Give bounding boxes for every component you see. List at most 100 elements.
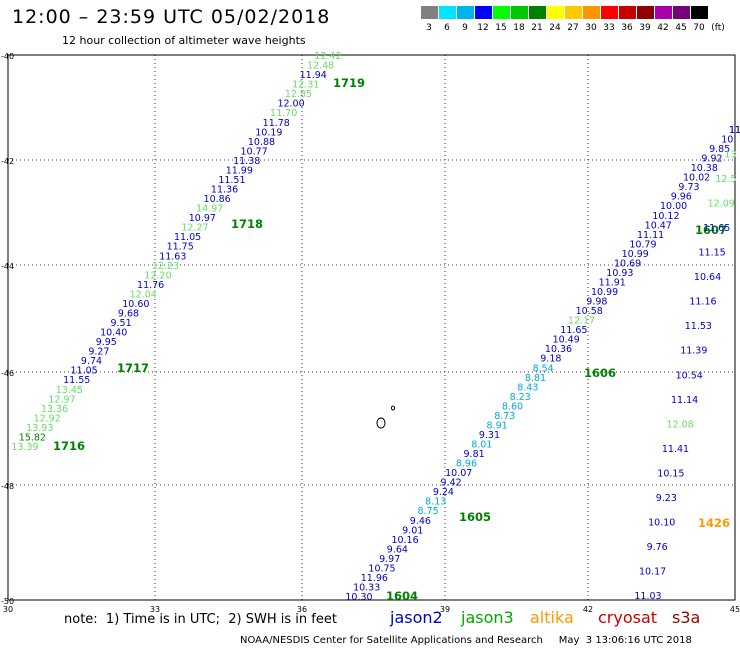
track2-time-label: 1607 xyxy=(695,223,727,237)
y-tick-label: -44 xyxy=(1,262,14,271)
track1-swh-label: 11.99 xyxy=(226,165,253,176)
track1-swh-label: 13.39 xyxy=(11,442,38,453)
track2-swh-label: 10.58 xyxy=(576,306,603,317)
track1-swh-label: 12.85 xyxy=(285,89,312,100)
track3-swh-label: 11.65 xyxy=(703,223,730,234)
track1-swh-label: 11.36 xyxy=(211,185,238,196)
track2-swh-label: 9.92 xyxy=(701,154,722,165)
y-tick-label: -50 xyxy=(1,597,14,606)
track3-swh-label: 13 xyxy=(724,150,736,161)
track3-swh-label: 11.53 xyxy=(685,321,712,332)
track3-swh-label: 10.54 xyxy=(676,370,703,381)
track1-swh-label: 9.68 xyxy=(118,308,139,319)
track1-swh-label: 15.82 xyxy=(19,432,46,443)
track1-swh-label: 12.31 xyxy=(292,80,319,91)
track1-swh-label: 10.86 xyxy=(204,194,231,205)
track3-swh-label: 11.15 xyxy=(699,248,726,259)
track1-swh-label: 11.05 xyxy=(174,232,201,243)
legend-swatch-27 xyxy=(565,6,582,19)
legend-swatch-39 xyxy=(637,6,654,19)
satellite-jason2: jason2 xyxy=(390,608,443,627)
chart-title: 12:00 – 23:59 UTC 05/02/2018 xyxy=(12,6,331,28)
track2-time-label: 1605 xyxy=(459,510,491,524)
track2-swh-label: 10.02 xyxy=(683,173,710,184)
track1-time-label: 1717 xyxy=(117,361,149,375)
legend-label-33: 33 xyxy=(603,23,615,33)
track2-swh-label: 10.79 xyxy=(629,239,656,250)
track2-swh-label: 8.13 xyxy=(425,497,446,508)
islet-outline xyxy=(391,405,395,411)
track2-swh-label: 11.96 xyxy=(361,573,388,584)
track2-swh-label: 10.00 xyxy=(660,201,687,212)
y-tick-label: -46 xyxy=(1,369,14,378)
track2-swh-label: 11.11 xyxy=(637,230,664,241)
track2-swh-label: 9.81 xyxy=(464,449,485,460)
satellite-altika: altika xyxy=(530,608,574,627)
legend-label-70: 70 xyxy=(693,23,705,33)
satellite-s3a: s3a xyxy=(672,608,701,627)
track2-swh-label: 10.12 xyxy=(652,211,679,222)
track2-time-label: 1606 xyxy=(584,366,616,380)
x-tick-label: 36 xyxy=(297,605,307,614)
track2-swh-label: 8.96 xyxy=(456,459,477,470)
track3-swh-label: 12.5 xyxy=(715,174,736,185)
legend-label-21: 21 xyxy=(531,23,543,33)
legend-unit: (ft) xyxy=(711,23,725,33)
map-frame xyxy=(7,54,736,601)
legend-swatch-42 xyxy=(655,6,672,19)
track3-swh-label: 12.08 xyxy=(666,419,693,430)
x-tick-label: 42 xyxy=(583,605,593,614)
legend-swatch-36 xyxy=(619,6,636,19)
x-tick-label: 33 xyxy=(150,605,160,614)
track1-swh-label: 10.77 xyxy=(240,146,267,157)
track1-swh-label: 11.05 xyxy=(71,366,98,377)
track2-swh-label: 9.97 xyxy=(379,554,400,565)
track1-swh-label: 10.97 xyxy=(189,213,216,224)
track3-swh-label: 9.76 xyxy=(647,542,668,553)
legend-swatch-12 xyxy=(475,6,492,19)
track2-swh-label: 10.07 xyxy=(445,468,472,479)
track3-swh-label: 10.15 xyxy=(657,468,684,479)
track1-swh-label: 11.55 xyxy=(63,375,90,386)
track2-swh-label: 9.73 xyxy=(678,182,699,193)
track2-swh-label: 9.64 xyxy=(387,544,408,555)
legend-swatch-18 xyxy=(511,6,528,19)
track2-swh-label: 9.98 xyxy=(586,297,607,308)
track2-swh-label: 9.18 xyxy=(540,354,561,365)
y-tick-label: -42 xyxy=(1,157,14,166)
track2-swh-label: 12.17 xyxy=(568,316,595,327)
note-text: note: 1) Time is in UTC; 2) SWH is in fe… xyxy=(64,612,337,627)
track2-swh-label: 8.75 xyxy=(417,506,438,517)
track2-swh-label: 8.23 xyxy=(510,392,531,403)
track1-swh-label: 9.95 xyxy=(96,337,117,348)
track2-swh-label: 8.91 xyxy=(487,420,508,431)
x-tick-label: 30 xyxy=(3,605,13,614)
satellite-cryosat: cryosat xyxy=(598,608,658,627)
track1-swh-label: 14.97 xyxy=(196,204,223,215)
track1-swh-label: 12.20 xyxy=(144,270,171,281)
track2-swh-label: 10.99 xyxy=(591,287,618,298)
track2-swh-label: 10.33 xyxy=(353,582,380,593)
legend-label-12: 12 xyxy=(477,23,489,33)
track1-swh-label: 12.04 xyxy=(130,289,157,300)
track1-swh-label: 11.75 xyxy=(167,242,194,253)
track1-swh-label: 12.42 xyxy=(314,51,341,62)
track3-swh-label: 11.39 xyxy=(680,346,707,357)
track3-swh-label: 10.17 xyxy=(639,566,666,577)
track2-swh-label: 9.42 xyxy=(441,478,462,489)
track1-swh-label: 12.00 xyxy=(277,99,304,110)
track2-swh-label: 11 xyxy=(729,125,740,136)
track2-swh-label: 9.46 xyxy=(410,516,431,527)
legend-swatch-30 xyxy=(583,6,600,19)
track1-time-label: 1716 xyxy=(53,439,85,453)
track1-swh-label: 11.76 xyxy=(137,280,164,291)
legend-label-3: 3 xyxy=(426,23,432,33)
track1-swh-label: 11.94 xyxy=(300,70,327,81)
track2-swh-label: 10.49 xyxy=(553,335,580,346)
track1-swh-label: 13.93 xyxy=(26,423,53,434)
track2-swh-label: 10.93 xyxy=(606,268,633,279)
track1-swh-label: 9.74 xyxy=(81,356,102,367)
track1-swh-label: 10.40 xyxy=(100,328,127,339)
track1-swh-label: 10.88 xyxy=(248,137,275,148)
track1-swh-label: 9.27 xyxy=(88,347,109,358)
